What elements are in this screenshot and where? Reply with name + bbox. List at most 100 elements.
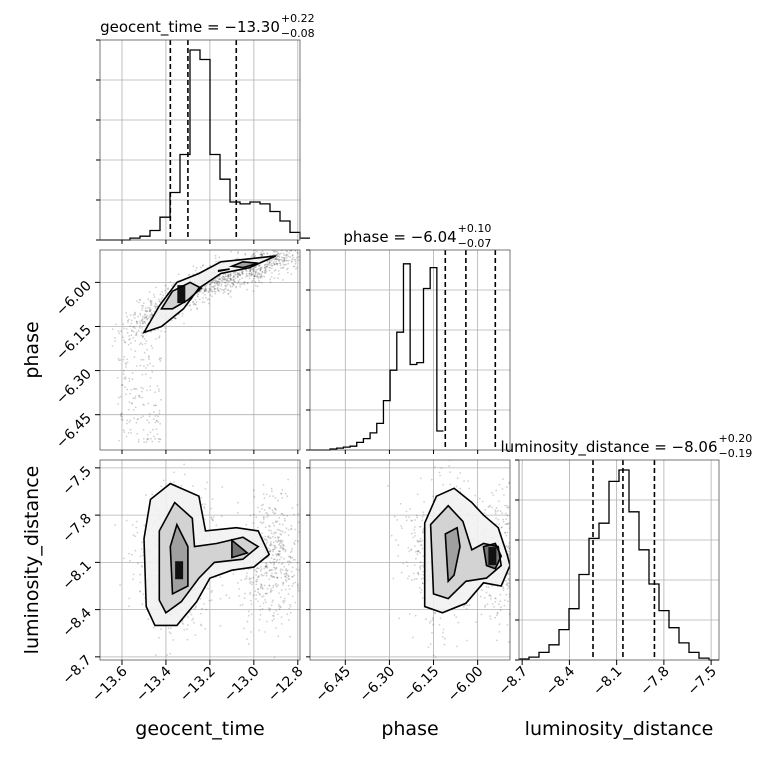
sample-point: [233, 275, 235, 278]
sample-point: [269, 591, 272, 594]
sample-point: [199, 266, 202, 269]
sample-point: [226, 289, 229, 291]
sample-point: [190, 308, 193, 311]
sample-point: [505, 544, 508, 547]
sample-point: [217, 277, 220, 280]
sample-point: [291, 254, 294, 256]
sample-point: [203, 603, 205, 605]
sample-point: [212, 519, 214, 522]
sample-point: [252, 253, 255, 256]
sample-point: [128, 421, 131, 423]
sample-point: [468, 604, 471, 607]
sample-point: [211, 281, 214, 284]
sample-point: [285, 572, 288, 575]
sample-point: [135, 320, 138, 323]
sample-point: [500, 606, 502, 609]
sample-point: [277, 537, 280, 540]
sample-point: [238, 595, 240, 597]
sample-point: [279, 542, 281, 545]
sample-point: [215, 260, 217, 263]
sample-point: [222, 289, 225, 292]
sample-point: [229, 278, 232, 281]
sample-point: [215, 279, 218, 282]
sample-point: [158, 335, 161, 338]
sample-point: [131, 378, 134, 381]
sample-point: [227, 275, 229, 277]
sample-point: [149, 377, 152, 379]
sample-point: [291, 575, 294, 578]
sample-point: [269, 550, 271, 553]
sample-point: [245, 269, 248, 272]
sample-point: [243, 597, 246, 600]
sample-point: [282, 547, 284, 550]
sample-point: [205, 285, 208, 287]
sample-point: [231, 282, 233, 285]
sample-point: [273, 562, 275, 565]
sample-point: [229, 285, 232, 288]
sample-point: [142, 403, 144, 406]
sample-point: [231, 285, 234, 288]
sample-point: [392, 577, 395, 580]
sample-point: [277, 553, 279, 556]
sample-point: [280, 546, 283, 548]
sample-point: [408, 575, 410, 577]
sample-point: [283, 557, 285, 560]
sample-point: [225, 279, 228, 282]
sample-point: [270, 557, 273, 559]
sample-point: [264, 599, 266, 601]
sample-point: [111, 328, 114, 331]
sample-point: [413, 564, 416, 566]
sample-point: [220, 277, 223, 279]
sample-point: [121, 419, 124, 421]
sample-point: [465, 608, 468, 610]
sample-point: [246, 638, 248, 640]
sample-point: [442, 628, 445, 631]
sample-point: [411, 519, 414, 522]
sample-point: [236, 273, 239, 276]
sample-point: [167, 627, 170, 630]
sample-point: [249, 514, 252, 517]
sample-point: [507, 573, 510, 576]
sample-point: [262, 493, 265, 496]
sample-point: [240, 283, 243, 286]
sample-point: [506, 523, 509, 526]
sample-point: [272, 563, 275, 566]
sample-point: [430, 478, 433, 481]
sample-point: [229, 274, 232, 277]
sample-point: [293, 541, 295, 544]
sample-point: [155, 303, 157, 306]
sample-point: [248, 577, 251, 580]
sample-point: [133, 387, 135, 390]
sample-point: [265, 265, 268, 268]
sample-point: [271, 601, 274, 603]
sample-point: [291, 566, 294, 569]
sample-point: [194, 269, 197, 272]
sample-point: [274, 258, 277, 260]
sample-point: [144, 322, 147, 324]
sample-point: [505, 534, 508, 537]
sample-point: [395, 539, 397, 541]
sample-point: [442, 483, 445, 486]
sample-point: [118, 439, 121, 442]
sample-point: [139, 555, 142, 558]
sample-point: [215, 524, 218, 527]
sample-point: [393, 515, 396, 518]
sample-point: [264, 271, 267, 274]
sample-point: [410, 519, 413, 522]
sample-point: [159, 438, 162, 441]
sample-point: [216, 282, 219, 285]
sample-point: [136, 432, 139, 435]
sample-point: [207, 587, 209, 590]
sample-point: [258, 618, 261, 621]
sample-point: [219, 275, 221, 277]
sample-point: [151, 314, 154, 317]
panel-frame-geocent_time: [99, 39, 301, 241]
sample-point: [237, 280, 240, 282]
sample-point: [227, 274, 230, 276]
sample-point: [505, 486, 508, 488]
sample-point: [154, 404, 157, 407]
sample-point: [262, 483, 265, 486]
sample-point: [129, 419, 132, 422]
sample-point: [246, 620, 249, 623]
sample-point: [254, 271, 257, 274]
